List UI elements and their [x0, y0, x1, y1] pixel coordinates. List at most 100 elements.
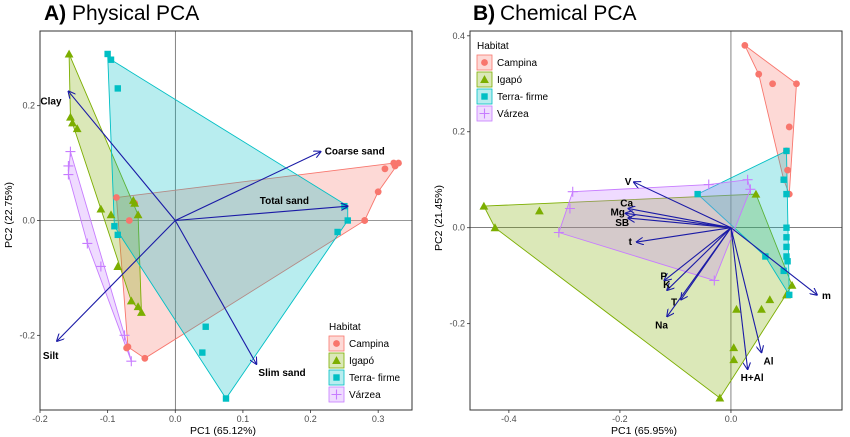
panel-a-vector-label-coarse-sand: Coarse sand — [325, 147, 385, 158]
panel-b-point-v-rzea — [745, 184, 756, 195]
panel-b-point-terra-firme — [783, 190, 790, 198]
panel-b-point-terra-firme — [784, 258, 791, 265]
panel-b-point-campina — [784, 166, 791, 174]
panel-b-vector-label-k: K — [663, 280, 671, 291]
panel-b-point-terra-firme — [783, 224, 790, 231]
panel-b-legend-label-igap: Igapó — [497, 75, 522, 86]
panel-b-y-tick-label: 0.2 — [452, 127, 465, 137]
panel-b-point-terra-firme — [780, 267, 787, 275]
panel-b-vector-sb — [628, 218, 732, 229]
panel-a-x-tick-label: 0.0 — [169, 414, 182, 424]
panel-a-point-terra-firme — [114, 231, 121, 239]
panel-a-vector-label-slim-sand: Slim sand — [258, 368, 305, 379]
panel-b-plot-frame — [469, 30, 843, 411]
panel-b-title: Chemical PCA — [500, 2, 637, 25]
panel-a-point-v-rzea — [63, 169, 74, 180]
panel-a-y-tick-label: -0.2 — [19, 330, 35, 340]
panel-a-legend-marker-terra-firme — [333, 374, 340, 381]
panel-b-point-igap — [729, 343, 739, 352]
panel-a-legend-title: Habitat — [329, 322, 361, 333]
panel-a-point-v-rzea — [119, 330, 130, 341]
panel-a-point-igap — [106, 210, 116, 219]
panel-a-point-igap — [72, 124, 82, 133]
panel-a-x-tick-label: -0.2 — [32, 414, 48, 424]
panel-a-x-tick-label: -0.1 — [100, 414, 116, 424]
panel-b-point-v-rzea — [709, 275, 720, 286]
panel-b-legend-label-terra-firme: Terra- firme — [497, 92, 549, 103]
panel-a-legend-label-campina: Campina — [349, 339, 389, 350]
panel-b-x-axis-label: PC1 (65.95%) — [611, 425, 677, 437]
panel-a-point-v-rzea — [126, 356, 137, 367]
panel-b-point-terra-firme — [762, 253, 769, 260]
panel-b-point-igap — [787, 280, 797, 289]
panel-b-point-v-rzea — [564, 203, 575, 214]
panel-b-vector-mg — [625, 213, 732, 229]
panel-b-vector-v — [634, 182, 732, 229]
panel-b-letter: B) — [473, 2, 495, 25]
panel-b-point-igap — [715, 393, 725, 402]
panel-b-vector-m — [730, 227, 817, 295]
panel-b-legend-marker-campina — [481, 59, 488, 66]
panel-b-point-campina — [785, 123, 793, 131]
panel-b-vector-t — [637, 227, 732, 242]
panel-b-legend-label-v-rzea: Várzea — [497, 109, 529, 120]
panel-b-point-igap — [535, 206, 544, 215]
panel-a-point-campina — [113, 194, 120, 201]
panel-a-point-campina — [391, 162, 399, 170]
panel-b-vector-label-m: m — [822, 291, 831, 302]
panel-b-point-terra-firme — [783, 253, 790, 260]
panel-a-point-igap — [130, 198, 140, 207]
panel-a-point-terra-firme — [334, 228, 341, 236]
panel-a-point-v-rzea — [65, 146, 76, 157]
panel-a-point-igap — [126, 296, 136, 305]
panel-a-vector-clay — [68, 91, 176, 221]
panel-a-legend: Habitat Campina Igapó Terra- firme Várzea — [325, 318, 407, 404]
panel-a-point-igap — [133, 302, 143, 311]
panel-a-vector-coarse-sand — [175, 152, 320, 221]
panel-b-legend: Habitat Campina Igapó Terra- firme Várzea — [473, 37, 559, 123]
panel-b-point-igap — [732, 304, 741, 313]
panel-a-point-campina — [381, 165, 389, 173]
panel-a-y-tick-label: 0.2 — [22, 101, 35, 111]
panel-a-point-terra-firme — [114, 85, 121, 92]
panel-a-x-tick-label: 0.2 — [304, 414, 317, 424]
panel-b-point-campina — [769, 80, 776, 88]
panel-a-y-tick-label: 0.0 — [22, 216, 35, 226]
panel-b-point-igap — [479, 201, 489, 210]
panel-b-vector-label-t: t — [629, 237, 633, 248]
panel-b-point-igap — [757, 304, 766, 313]
panel-b-x-tick-label: -0.4 — [501, 414, 517, 424]
panel-b-point-terra-firme — [783, 243, 790, 251]
panel-b-vector-label-p: P — [660, 271, 667, 282]
panel-a-point-igap — [137, 307, 146, 316]
panel-b-legend-marker-v-rzea — [479, 108, 490, 119]
panel-a-vector-silt — [57, 220, 176, 342]
panel-a-x-tick-label: 0.3 — [372, 414, 385, 424]
panel-a: A) Physical PCA PC1 (65.12%) PC2 (22.75%… — [3, 2, 413, 437]
panel-a-title: Physical PCA — [72, 2, 199, 25]
panel-b-vector-label-mg: Mg — [610, 207, 624, 218]
panel-a-point-campina — [361, 217, 369, 224]
panel-b: B) Chemical PCA PC1 (65.95%) PC2 (21.45%… — [433, 2, 843, 437]
panel-b-point-v-rzea — [742, 174, 753, 185]
panel-b-legend-background — [473, 37, 559, 123]
panel-b-point-terra-firme — [780, 176, 787, 183]
panel-b-vector-p — [664, 227, 732, 281]
panel-a-point-v-rzea — [63, 160, 74, 171]
panel-b-y-tick-label: 0.4 — [452, 31, 465, 41]
panel-b-legend-marker-igap — [480, 75, 489, 84]
panel-a-vector-total-sand — [175, 206, 347, 222]
panel-b-y-tick-label: -0.2 — [449, 319, 465, 329]
panel-a-point-terra-firme — [104, 50, 111, 58]
panel-b-hull-campina — [744, 45, 797, 195]
panel-a-legend-label-v-rzea: Várzea — [349, 390, 381, 401]
panel-a-vector-label-clay: Clay — [40, 96, 62, 107]
panel-a-point-campina — [374, 188, 382, 196]
panel-b-legend-title: Habitat — [477, 41, 509, 52]
panel-a-point-igap — [64, 49, 74, 58]
panel-b-point-campina — [793, 80, 800, 88]
panel-b-vector-label-na: Na — [655, 320, 668, 331]
panel-b-point-v-rzea — [553, 227, 564, 238]
panel-a-letter: A) — [44, 2, 66, 25]
panel-b-point-igap — [490, 223, 500, 232]
